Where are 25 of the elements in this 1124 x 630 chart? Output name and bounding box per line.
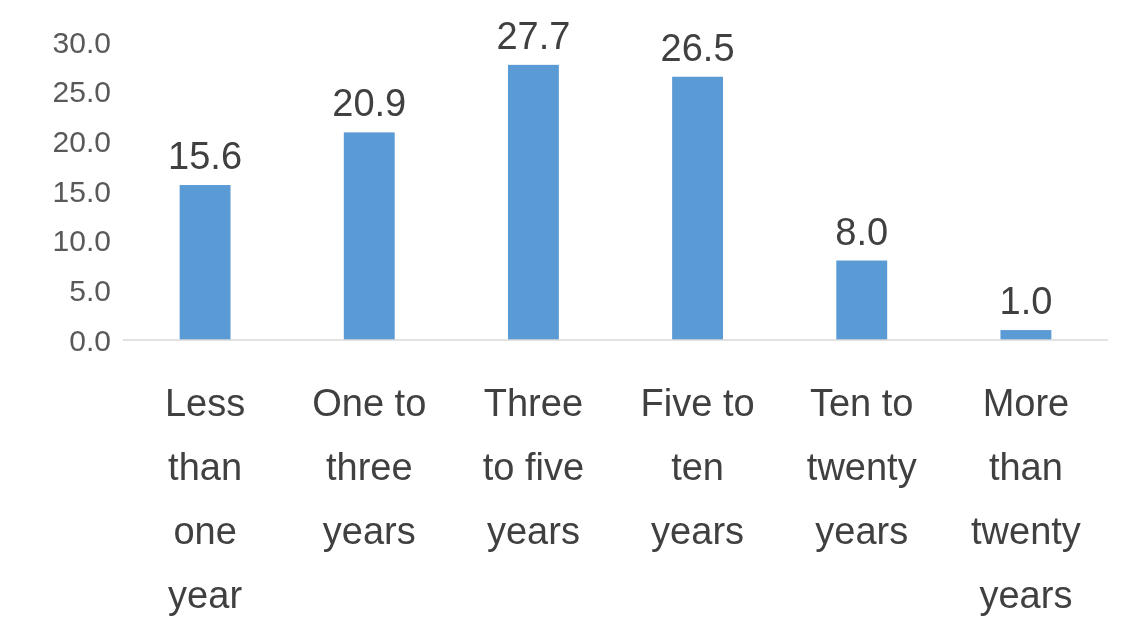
bar	[179, 185, 231, 340]
y-tick-label: 20.0	[52, 124, 111, 158]
bar	[672, 76, 724, 340]
y-tick-label: 10.0	[52, 224, 111, 258]
x-tick-label: Three to five years	[482, 382, 585, 552]
data-label: 15.6	[168, 135, 243, 178]
bar	[1000, 330, 1052, 340]
x-tick-label: Ten to twenty years	[806, 382, 917, 552]
data-label: 27.7	[496, 14, 571, 57]
bar	[507, 64, 559, 340]
data-label: 1.0	[999, 280, 1053, 323]
x-tick-label: Less than one year	[164, 382, 246, 616]
y-tick-label: 30.0	[52, 25, 111, 59]
x-tick-label: Five to ten years	[640, 382, 755, 552]
data-label: 8.0	[835, 210, 889, 253]
bar	[343, 132, 395, 340]
x-tick-label: More than twenty years	[971, 382, 1081, 616]
y-tick-label: 0.0	[69, 323, 111, 357]
y-tick-label: 25.0	[52, 75, 111, 109]
y-tick-label: 5.0	[69, 273, 111, 307]
bar	[836, 260, 888, 340]
data-label: 26.5	[660, 26, 735, 69]
x-tick-label: One to three years	[312, 382, 427, 552]
data-label: 20.9	[332, 82, 407, 125]
y-tick-label: 15.0	[52, 174, 111, 208]
